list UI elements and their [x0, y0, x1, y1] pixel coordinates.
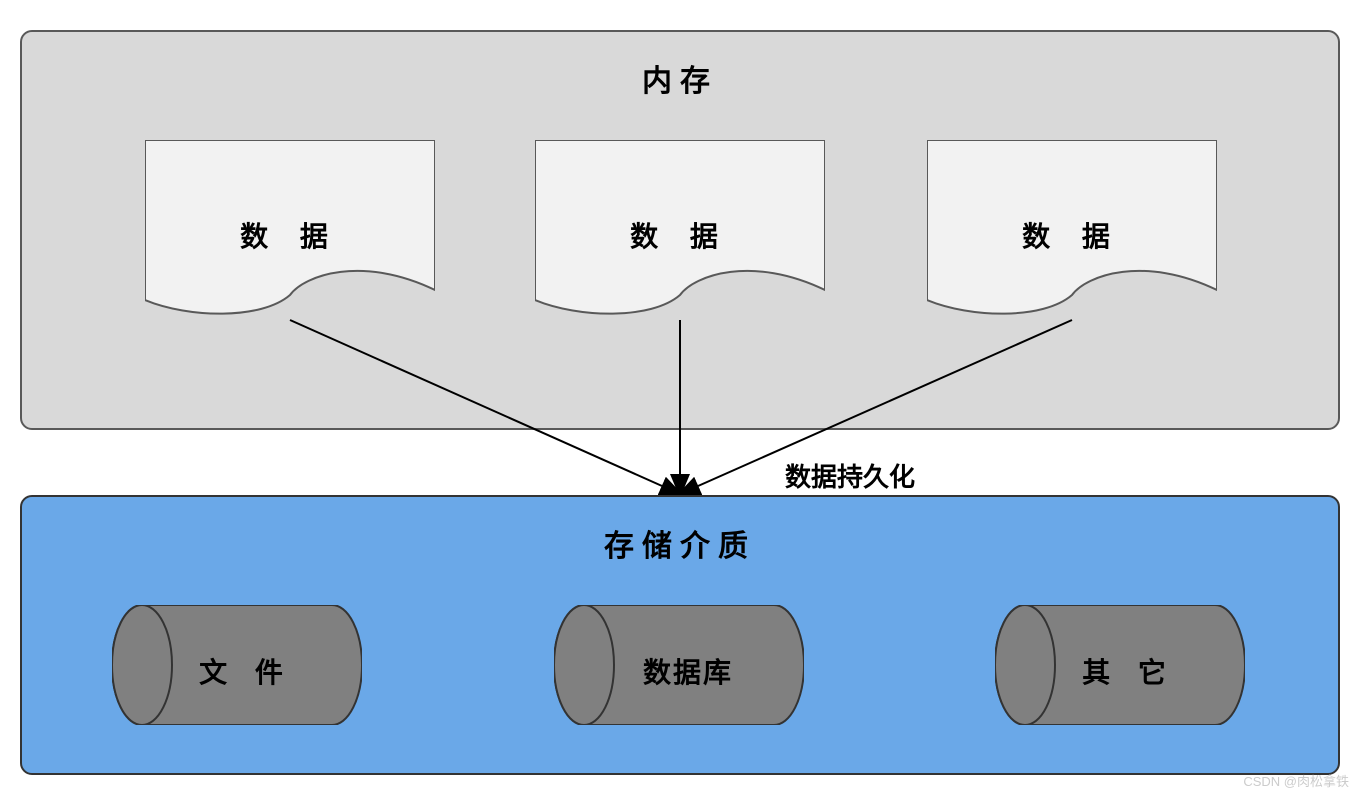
persistence-label: 数据持久化	[785, 457, 915, 494]
storage-cylinder: 文 件	[112, 605, 362, 725]
cylinder-label: 文 件	[130, 651, 362, 691]
storage-cylinder: 数据库	[554, 605, 804, 725]
watermark: CSDN @肉松拿铁	[1243, 771, 1349, 790]
cylinder-label: 其 它	[1013, 651, 1245, 691]
arrow-line	[290, 320, 680, 494]
diagram-canvas: 内存 数 据数 据数 据 数据持久化 存储介质 文 件数据库其 它 CSDN @…	[0, 0, 1359, 796]
cylinder-label: 数据库	[572, 651, 804, 691]
storage-title: 存储介质	[22, 521, 1338, 565]
storage-cylinder: 其 它	[995, 605, 1245, 725]
